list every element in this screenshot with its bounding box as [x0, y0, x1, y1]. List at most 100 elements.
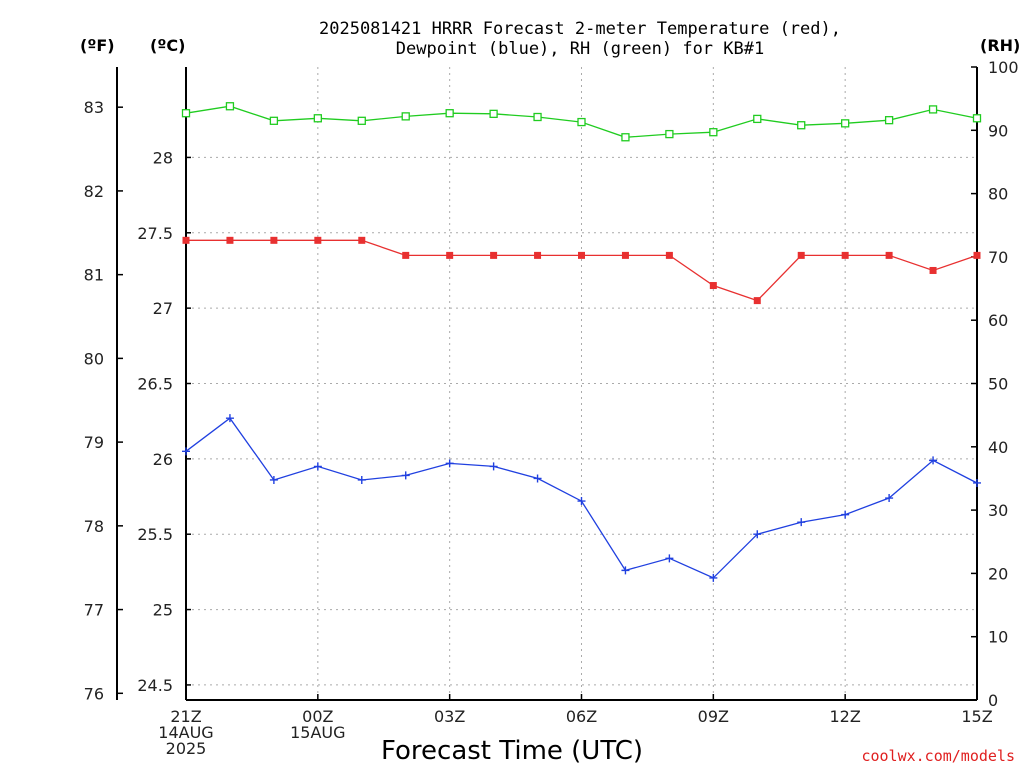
rh-tick-label: 30 — [988, 501, 1008, 520]
dewpoint-point — [841, 510, 850, 519]
dewpoint-point — [401, 471, 410, 480]
temperature-point — [621, 251, 629, 259]
fahrenheit-tick-label: 82 — [84, 182, 104, 201]
rh-series — [181, 102, 982, 142]
dewpoint-point — [797, 518, 806, 527]
rh-tick-label: 50 — [988, 375, 1008, 394]
rh-point — [577, 117, 586, 127]
rh-point — [357, 116, 366, 125]
fahrenheit-tick-label: 83 — [84, 98, 104, 117]
rh-point — [972, 114, 982, 123]
x-tick-label: 09Z — [698, 707, 729, 726]
dewpoint-point — [269, 475, 278, 484]
temperature-point — [226, 236, 234, 244]
dewpoint-point — [313, 462, 322, 471]
axes: 76 77 78 79 80 81 82 83 24.5 25 25.5 26 26.5 27 27.5 28… — [84, 58, 1019, 758]
rh-tick-label: 10 — [988, 628, 1008, 647]
chart-title-line1: 2025081421 HRRR Forecast 2-meter Tempera… — [319, 19, 841, 39]
x-tick-label: 12Z — [830, 707, 861, 726]
rh-point — [709, 128, 718, 137]
chart-title-line2: Dewpoint (blue), RH (green) for KB#1 — [396, 39, 764, 59]
rh-tick-label: 70 — [988, 248, 1008, 267]
fahrenheit-tick-label: 81 — [84, 266, 104, 285]
dewpoint-series — [182, 414, 981, 582]
rh-point — [269, 116, 279, 125]
temperature-series — [182, 236, 981, 305]
temperature-point — [270, 236, 278, 244]
celsius-tick-label: 27.5 — [137, 224, 173, 243]
fahrenheit-tick-label: 76 — [84, 684, 104, 703]
temperature-point — [797, 251, 805, 259]
x-axis-label: Forecast Time (UTC) — [381, 736, 643, 766]
dewpoint-point — [577, 497, 586, 506]
rh-point — [533, 112, 542, 122]
fahrenheit-tick-label: 78 — [84, 517, 104, 536]
temperature-point — [182, 236, 190, 244]
dewpoint-point — [533, 474, 542, 483]
temperature-point — [578, 251, 585, 259]
rh-tick-label: 0 — [988, 691, 998, 710]
rh-point — [445, 109, 454, 118]
rh-tick-label: 20 — [988, 564, 1008, 583]
dewpoint-point — [225, 414, 234, 423]
temperature-point — [534, 251, 542, 259]
rh-tick-label: 80 — [988, 185, 1008, 204]
celsius-tick-label: 25 — [153, 601, 173, 620]
series — [181, 102, 982, 582]
dewpoint-point — [929, 456, 938, 465]
rh-point — [928, 105, 938, 114]
temperature-point — [973, 251, 981, 259]
temperature-point — [709, 282, 717, 290]
rh-tick-label: 40 — [988, 438, 1008, 457]
rh-point — [401, 112, 410, 121]
celsius-tick-label: 26.5 — [137, 375, 173, 394]
rh-point — [621, 133, 630, 142]
temperature-point — [885, 251, 893, 259]
fahrenheit-tick-label: 77 — [84, 601, 104, 620]
celsius-tick-label: 24.5 — [137, 676, 173, 695]
rh-tick-label: 100 — [988, 58, 1019, 77]
dewpoint-point — [973, 478, 981, 487]
dewpoint-point — [753, 530, 762, 539]
rh-point — [489, 109, 498, 118]
temperature-point — [753, 297, 761, 305]
rh-point — [841, 119, 850, 128]
dewpoint-point — [621, 566, 630, 575]
temperature-point — [314, 236, 322, 244]
x-tick-label: 2025 — [166, 739, 207, 758]
temperature-point — [841, 251, 849, 259]
rh-tick-label: 90 — [988, 121, 1008, 140]
rh-point — [797, 121, 806, 130]
rh-point — [884, 116, 894, 125]
temperature-point — [358, 236, 366, 244]
celsius-tick-label: 25.5 — [137, 525, 173, 544]
x-tick-label: 15AUG — [290, 723, 345, 742]
fahrenheit-tick-label: 80 — [84, 349, 104, 368]
fahrenheit-tick-label: 79 — [84, 433, 104, 452]
celsius-tick-label: 28 — [153, 148, 173, 167]
rh-point — [225, 102, 235, 111]
dewpoint-point — [709, 573, 718, 582]
temperature-point — [490, 251, 498, 259]
dewpoint-point — [665, 554, 674, 563]
x-tick-label: 03Z — [434, 707, 465, 726]
credit-text: coolwx.com/models — [861, 747, 1015, 765]
temperature-point — [446, 251, 454, 259]
dewpoint-point — [489, 462, 498, 471]
celsius-tick-label: 27 — [153, 299, 173, 318]
celsius-axis-unit: (ºC) — [150, 36, 185, 55]
dewpoint-point — [357, 475, 366, 484]
fahrenheit-axis-unit: (ºF) — [80, 36, 115, 55]
dewpoint-point — [885, 494, 894, 503]
dewpoint-point — [182, 447, 190, 456]
rh-point — [181, 109, 191, 118]
x-tick-label: 15Z — [961, 707, 992, 726]
rh-point — [313, 114, 322, 123]
x-tick-label: 21Z — [170, 707, 201, 726]
x-tick-label: 14AUG — [158, 723, 213, 742]
dewpoint-point — [445, 459, 454, 468]
rh-point — [665, 129, 674, 139]
temperature-point — [929, 266, 937, 274]
x-tick-label: 06Z — [566, 707, 597, 726]
